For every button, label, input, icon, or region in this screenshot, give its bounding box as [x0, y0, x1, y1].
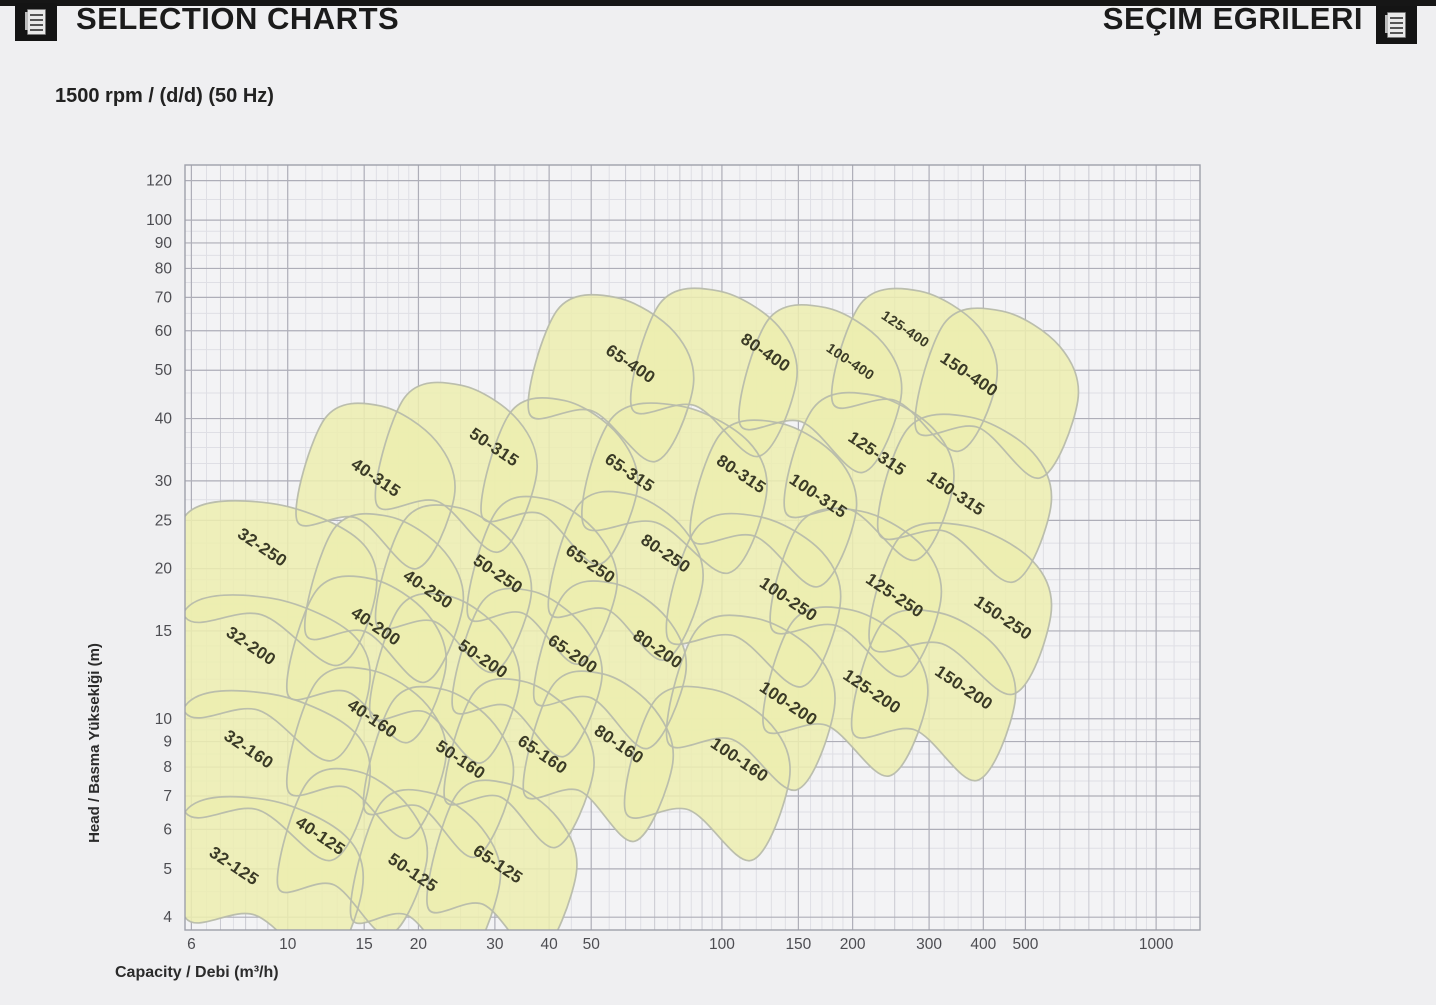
- y-tick-30: 30: [155, 473, 173, 490]
- page-title-turkish: SEÇIM EGRILERI: [1102, 1, 1363, 36]
- pump-regions: [185, 287, 1080, 930]
- header-top-strip: [0, 0, 1436, 6]
- pump-region-outline-80-400: [629, 287, 799, 458]
- x-tick-150: 150: [785, 936, 811, 953]
- pump-region-outline-100-400: [738, 303, 903, 474]
- document-icon-glyph: [24, 9, 46, 35]
- pump-region-outline-65-125: [426, 779, 578, 930]
- pump-region-outline-50-160: [362, 685, 515, 858]
- pump-region-150-315: [877, 414, 1052, 583]
- page-title: SELECTION CHARTS: [76, 1, 400, 36]
- x-tick-50: 50: [583, 936, 601, 953]
- x-tick-400: 400: [970, 936, 996, 953]
- x-tick-10: 10: [279, 936, 297, 953]
- pump-region-outline-40-160: [285, 666, 448, 840]
- pump-region-outline-65-160: [443, 677, 595, 849]
- pump-region-outline-40-200: [285, 575, 448, 744]
- y-tick-25: 25: [155, 512, 172, 529]
- y-tick-90: 90: [155, 235, 173, 252]
- pump-region-outline-80-160: [522, 670, 675, 843]
- y-tick-20: 20: [155, 561, 173, 578]
- pump-region-outline-80-315: [581, 402, 768, 574]
- pump-region-outline-50-200: [368, 592, 521, 764]
- pump-region-outline-125-315: [783, 391, 955, 562]
- x-tick-1000: 1000: [1139, 936, 1174, 953]
- pump-region-outline-150-200: [850, 608, 1017, 782]
- pump-region-outline-40-250: [303, 512, 465, 684]
- y-tick-60: 60: [155, 323, 173, 340]
- x-tick-200: 200: [840, 936, 866, 953]
- pump-region-outline-125-200: [762, 606, 929, 777]
- pump-region-outline-100-250: [665, 512, 842, 688]
- pump-region-outline-50-315: [374, 381, 539, 553]
- pump-region-outline-150-400: [914, 307, 1080, 479]
- x-tick-500: 500: [1012, 936, 1038, 953]
- x-tick-40: 40: [541, 936, 559, 953]
- y-tick-15: 15: [155, 623, 172, 640]
- pump-region-outline-65-200: [451, 587, 603, 758]
- document-icon: [15, 3, 57, 41]
- pump-region-150-400: [915, 308, 1079, 479]
- y-tick-8: 8: [163, 759, 172, 776]
- y-tick-50: 50: [155, 362, 173, 379]
- x-tick-20: 20: [410, 936, 428, 953]
- pump-region-outline-100-160: [623, 685, 791, 862]
- pump-region-outline-125-400: [830, 287, 999, 453]
- x-tick-30: 30: [486, 936, 504, 953]
- chart-subtitle-rpm: 1500 rpm / (d/d) (50 Hz): [55, 85, 274, 107]
- y-tick-9: 9: [163, 734, 172, 751]
- pump-region-outline-65-315: [480, 397, 639, 566]
- document-icon-glyph: [1385, 12, 1406, 38]
- pump-region-outline-150-315: [876, 413, 1053, 583]
- y-tick-40: 40: [155, 411, 173, 428]
- x-tick-labels: 6 10 15 20 30 40 50 100 150 200 300 400 500 1000: [187, 936, 1174, 953]
- pump-region-outline-50-250: [374, 504, 533, 674]
- pump-region-outline-65-250: [466, 495, 619, 665]
- x-tick-100: 100: [709, 936, 735, 953]
- x-axis-title: Capacity / Debi (m³/h): [115, 964, 279, 981]
- pump-region-outline-40-125: [276, 767, 429, 930]
- x-tick-300: 300: [916, 936, 942, 953]
- pump-region-outline-100-315: [689, 419, 858, 588]
- y-axis-title: Head / Basma Yükseklği (m): [86, 643, 103, 843]
- y-tick-70: 70: [155, 289, 173, 306]
- pump-region-outline-50-125: [349, 788, 502, 930]
- y-tick-7: 7: [163, 788, 172, 805]
- plot-border: [184, 164, 1201, 931]
- y-tick-10: 10: [155, 711, 173, 728]
- y-tick-80: 80: [155, 260, 173, 277]
- y-tick-6: 6: [163, 821, 172, 838]
- y-tick-100: 100: [146, 212, 172, 229]
- x-tick-15: 15: [356, 936, 373, 953]
- pump-region-outline-40-315: [295, 402, 456, 570]
- x-tick-6: 6: [187, 936, 196, 953]
- y-tick-labels: 120 100 90 80 70 60 50 40 30 25 20 15 10 9 8 7 6 5 4: [146, 173, 172, 927]
- document-icon: [1376, 6, 1417, 44]
- pump-region-outline-100-200: [665, 614, 836, 791]
- pump-region-outline-125-250: [769, 507, 943, 678]
- y-tick-4: 4: [163, 909, 172, 926]
- pump-region-outline-65-400: [527, 293, 695, 463]
- y-tick-120: 120: [146, 173, 172, 190]
- y-tick-5: 5: [163, 861, 172, 878]
